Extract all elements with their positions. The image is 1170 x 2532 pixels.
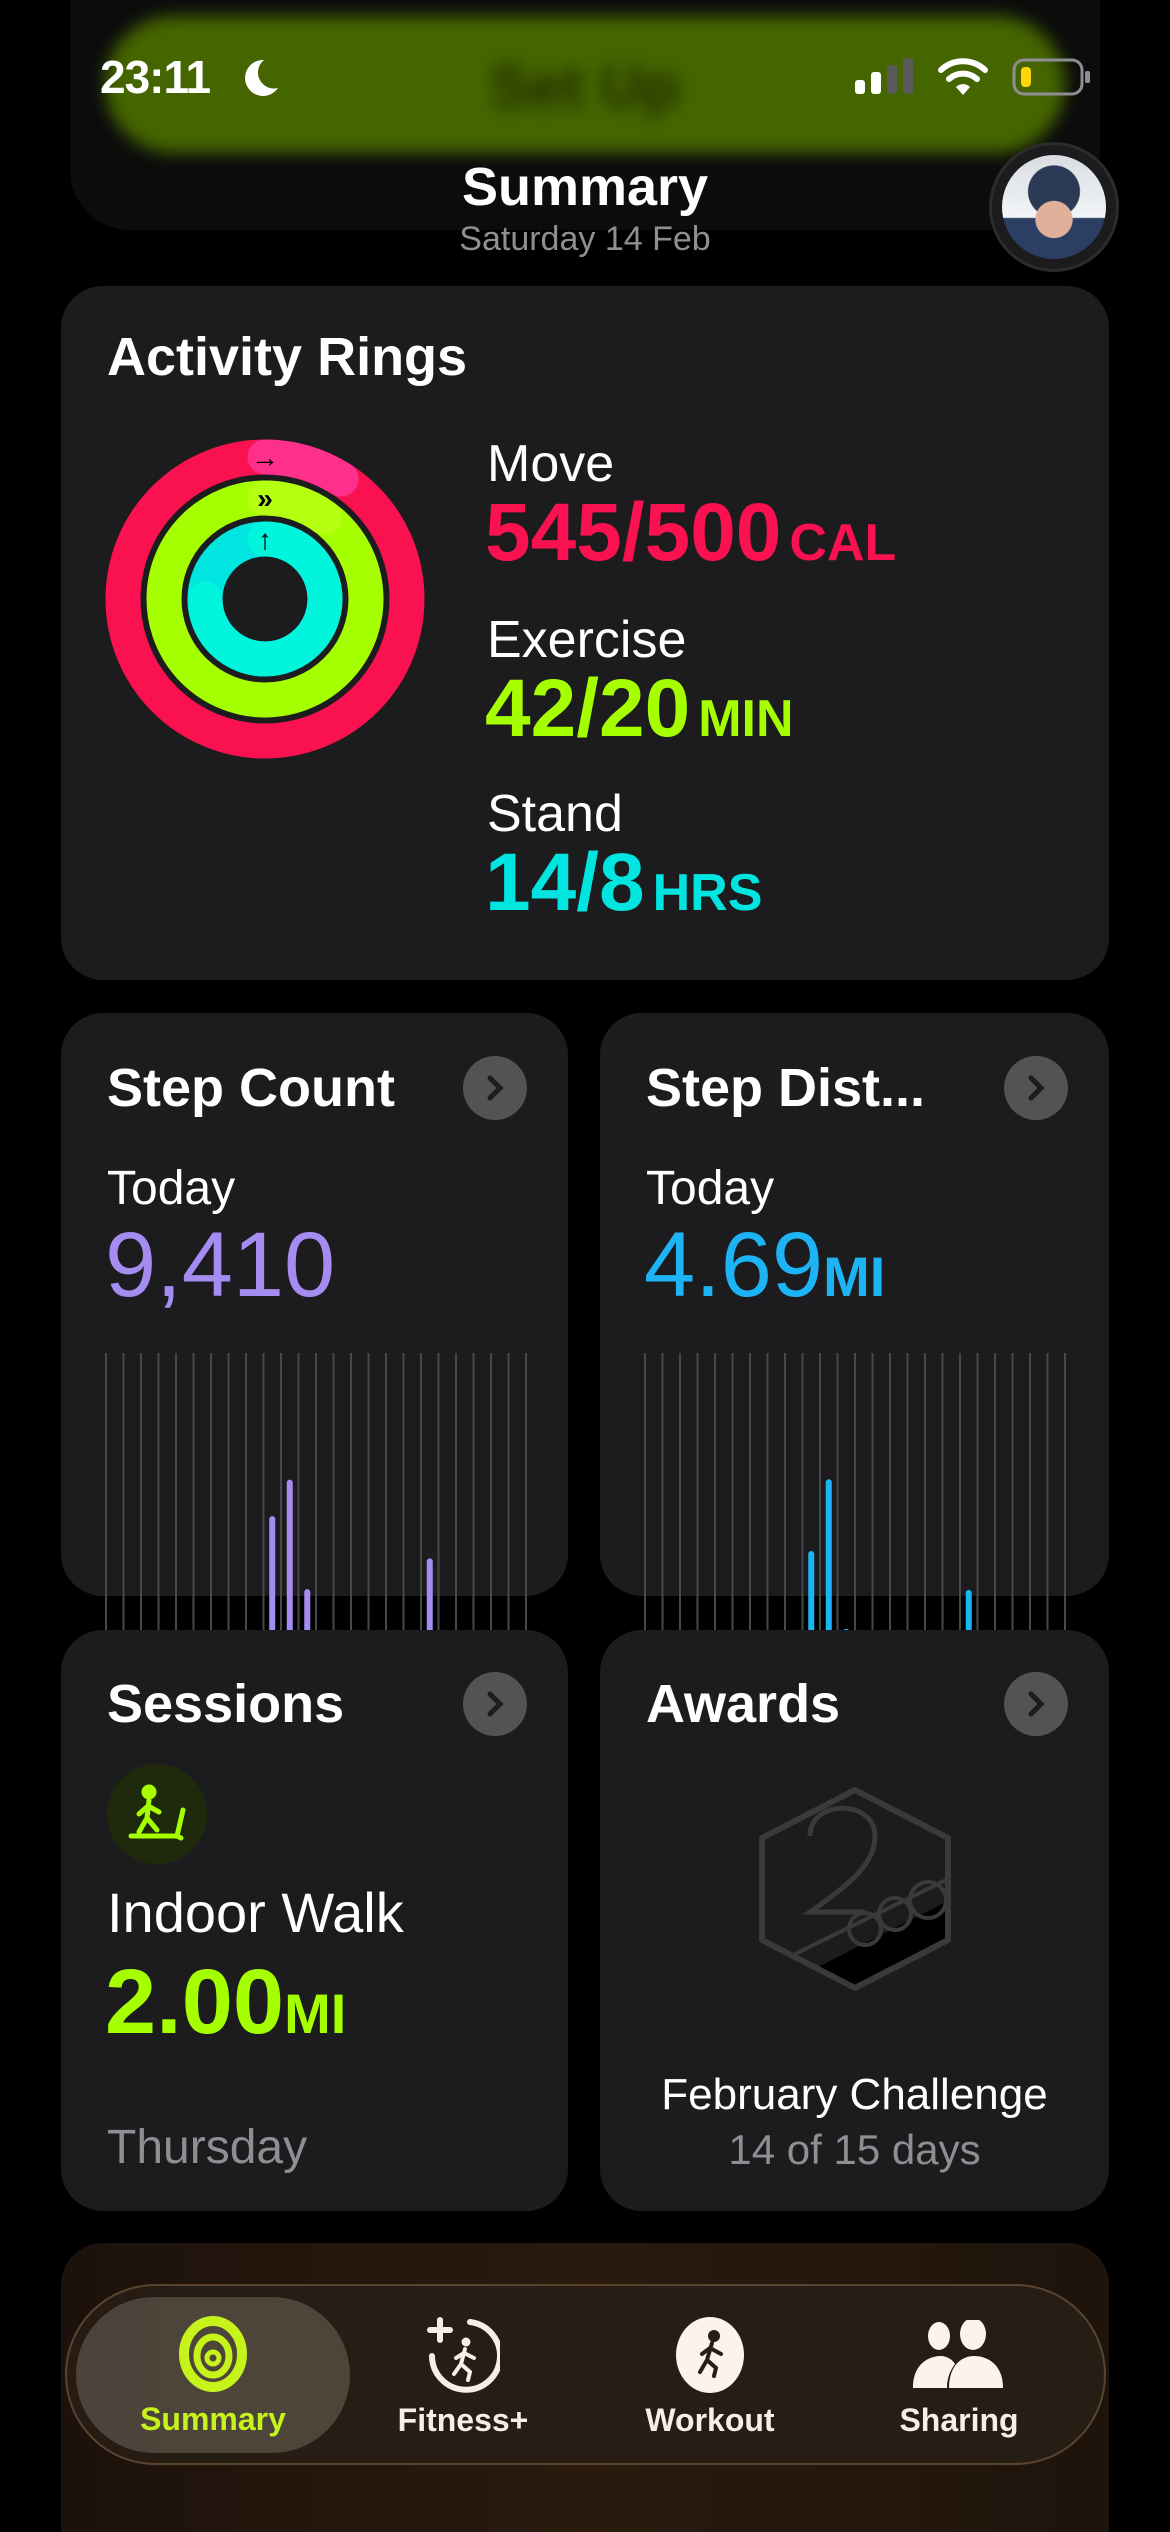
status-time: 23:11 xyxy=(100,51,211,103)
session-workout-name: Indoor Walk xyxy=(107,1881,404,1944)
page-title: Summary xyxy=(461,157,709,217)
indoor-walk-icon xyxy=(107,1764,207,1864)
chevron-right-icon xyxy=(487,1691,504,1717)
move-label: Move xyxy=(487,435,615,493)
exercise-label: Exercise xyxy=(487,611,687,669)
sessions-title: Sessions xyxy=(107,1674,345,1734)
step-count-value: 9,410 xyxy=(105,1214,336,1316)
tab-workout-label: Workout xyxy=(645,2402,775,2438)
exercise-ring-overlap xyxy=(247,480,342,535)
activity-rings: → » ↑ xyxy=(105,439,425,759)
tab-fitness-plus[interactable]: Fitness+ xyxy=(343,2286,583,2467)
profile-avatar[interactable] xyxy=(989,142,1119,272)
step-distance-title: Step Dist... xyxy=(646,1058,926,1118)
tab-fitness-plus-label: Fitness+ xyxy=(397,2402,529,2438)
setup-label: Set Up xyxy=(489,53,681,120)
tab-sharing-label: Sharing xyxy=(899,2402,1019,2438)
tab-workout[interactable]: Workout xyxy=(590,2286,830,2467)
signal-icon xyxy=(855,58,913,94)
page-date: Saturday 14 Feb xyxy=(459,220,711,258)
battery-icon xyxy=(1012,58,1090,96)
stand-value: 14/8 HRS xyxy=(485,837,763,928)
activity-rings-card[interactable]: Activity Rings → » ↑ Move 545/500 CAL Exerc… xyxy=(61,286,1109,980)
session-distance: 2.00MI xyxy=(105,1951,347,2053)
february-challenge-badge xyxy=(759,1787,951,1991)
sessions-card[interactable]: Sessions Indoor Walk 2.00MI Thursday xyxy=(61,1630,568,2211)
step-count-period: Today xyxy=(107,1162,236,1215)
tab-summary[interactable]: Summary xyxy=(76,2297,350,2453)
chevron-right-icon xyxy=(1028,1075,1045,1101)
move-ring-arrow-icon: → xyxy=(251,442,279,473)
session-day: Thursday xyxy=(107,2121,308,2174)
stand-ring-arrow-icon: ↑ xyxy=(258,524,272,555)
exercise-value: 42/20 MIN xyxy=(485,663,794,754)
tab-bar: Summary Fitness+ Workout Sharing xyxy=(65,2284,1106,2465)
awards-chevron-button[interactable] xyxy=(1004,1672,1068,1736)
chevron-right-icon xyxy=(1028,1691,1045,1717)
sharing-people-icon xyxy=(913,2320,1003,2388)
wifi-icon xyxy=(938,58,988,95)
avatar-photo xyxy=(1002,155,1106,259)
chevron-right-icon xyxy=(487,1075,504,1101)
stand-ring-overlap xyxy=(187,521,343,677)
workout-runner-icon xyxy=(676,2317,744,2393)
sessions-chevron-button[interactable] xyxy=(463,1672,527,1736)
awards-card[interactable]: Awards February Challenge 14 of 15 days xyxy=(600,1630,1109,2211)
activity-rings-title: Activity Rings xyxy=(107,327,468,387)
exercise-ring-arrow-icon: » xyxy=(257,483,273,514)
step-distance-card[interactable]: Step Dist... Today 4.69MI 00061218 xyxy=(600,1013,1109,1809)
step-distance-period: Today xyxy=(646,1162,775,1215)
fitness-plus-icon xyxy=(427,2317,500,2393)
moon-icon xyxy=(245,59,278,96)
awards-title: Awards xyxy=(646,1674,841,1734)
step-count-card[interactable]: Step Count Today 9,410 00061218 xyxy=(61,1013,568,1809)
award-progress: 14 of 15 days xyxy=(728,2126,981,2173)
move-ring-overlap xyxy=(247,439,359,497)
activity-rings-icon xyxy=(179,2316,247,2392)
step-distance-value: 4.69MI xyxy=(644,1214,886,1316)
tab-summary-label: Summary xyxy=(140,2401,286,2437)
stand-label: Stand xyxy=(487,785,623,843)
step-count-title: Step Count xyxy=(107,1058,395,1118)
tab-sharing[interactable]: Sharing xyxy=(839,2286,1079,2467)
move-value: 545/500 CAL xyxy=(485,487,897,578)
step-count-chevron-button[interactable] xyxy=(463,1056,527,1120)
award-name: February Challenge xyxy=(661,2070,1048,2119)
step-distance-chevron-button[interactable] xyxy=(1004,1056,1068,1120)
